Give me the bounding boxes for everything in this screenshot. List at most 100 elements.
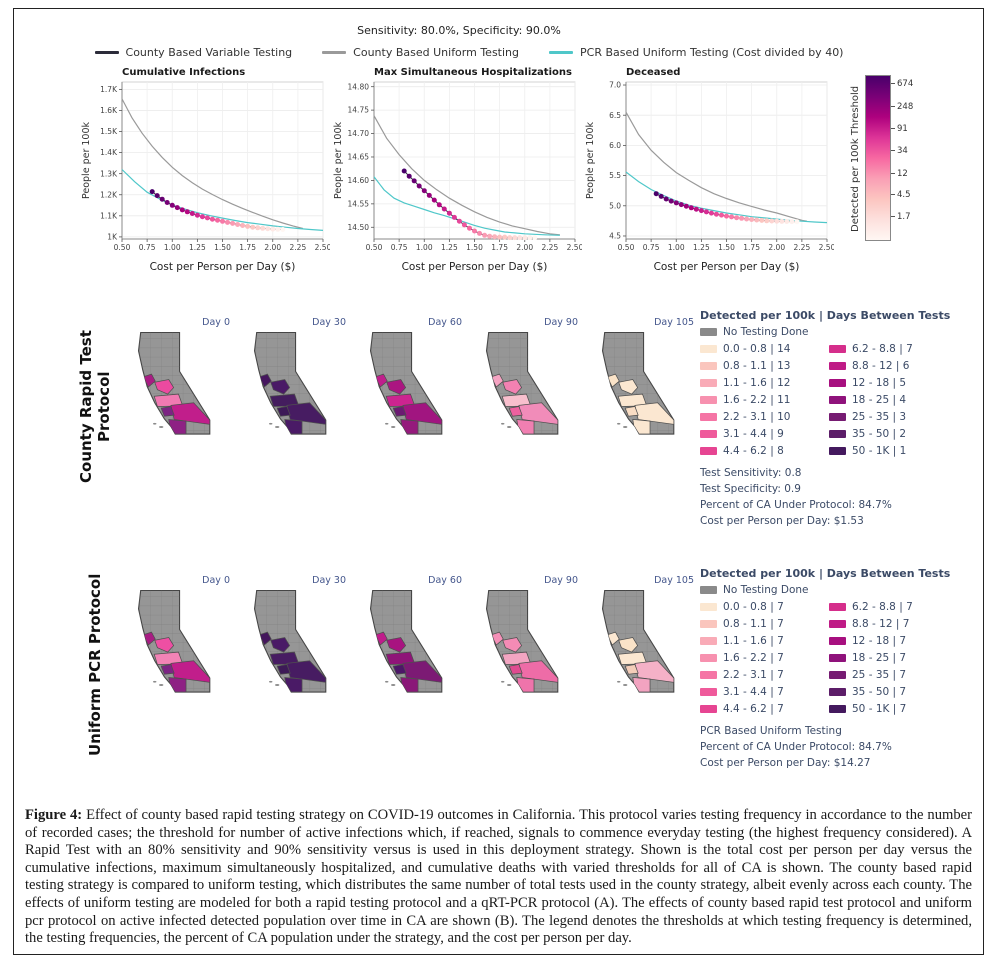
svg-text:2.50: 2.50 [567, 243, 582, 252]
svg-text:1.50: 1.50 [718, 243, 735, 252]
svg-text:5.0: 5.0 [609, 201, 621, 210]
map-day-label: Day 60 [428, 317, 462, 328]
svg-text:1.25: 1.25 [441, 243, 458, 252]
legend-color-swatch [700, 705, 717, 713]
legend-range-label: 12 - 18 | 5 [852, 377, 907, 389]
legend-color-swatch [829, 603, 846, 611]
map-day-label: Day 60 [428, 575, 462, 586]
legend-item: 2.2 - 3.1 | 10 [700, 411, 825, 423]
legend-color-swatch [829, 637, 846, 645]
legend-color-swatch [829, 447, 846, 455]
legend-range-label: 0.8 - 1.1 | 7 [723, 618, 784, 630]
california-county-map [369, 589, 443, 693]
legend-item: 6.2 - 8.8 | 7 [829, 343, 954, 355]
legend-color-swatch [829, 396, 846, 404]
svg-text:14.75: 14.75 [348, 106, 370, 115]
legend-footer-line: Cost per Person per Day: $14.27 [700, 757, 871, 770]
colorbar-body: 674 248 91 34 12 4.5 1.7 [865, 71, 935, 247]
svg-text:1.75: 1.75 [239, 243, 256, 252]
map-legend-pcr: Detected per 100k | Days Between Tests N… [700, 559, 956, 793]
legend-range-label: 2.2 - 3.1 | 7 [723, 669, 784, 681]
colorbar-gradient [865, 75, 891, 241]
legend-range-label: 1.6 - 2.2 | 11 [723, 394, 791, 406]
svg-text:1.00: 1.00 [164, 243, 181, 252]
svg-text:1.4K: 1.4K [100, 148, 118, 157]
legend-item: 0.0 - 0.8 | 14 [700, 343, 825, 355]
legend-item: 0.8 - 1.1 | 13 [700, 360, 825, 372]
map-legend-footer: PCR Based Uniform Testing Percent of CA U… [700, 723, 956, 772]
map-slots: Day 0 Day 30 Day 60 Day 90 Day 105 [118, 559, 698, 793]
california-county-map [253, 589, 327, 693]
svg-text:2.00: 2.00 [516, 243, 533, 252]
legend-color-swatch [829, 654, 846, 662]
svg-text:14.65: 14.65 [348, 153, 370, 162]
svg-text:2.50: 2.50 [315, 243, 330, 252]
legend-range-label: 50 - 1K | 1 [852, 445, 907, 457]
legend-color-swatch [829, 362, 846, 370]
map-cell-day-90: Day 90 [466, 559, 582, 793]
legend-range-label: No Testing Done [723, 584, 809, 596]
legend-item: 8.8 - 12 | 6 [829, 360, 954, 372]
row-label-county-rapid: County Rapid Test Protocol [77, 330, 113, 484]
map-cell-day-0: Day 0 [118, 559, 234, 793]
legend-color-swatch [829, 688, 846, 696]
map-cell-day-60: Day 60 [350, 301, 466, 535]
legend-item: County Based Uniform Testing [322, 46, 519, 59]
legend-item: 25 - 35 | 7 [829, 669, 954, 681]
colorbar-label: Detected per 100k Threshold [850, 85, 861, 233]
svg-text:14.60: 14.60 [348, 176, 370, 185]
legend-item: 1.6 - 2.2 | 11 [700, 394, 825, 406]
map-row-county-rapid-test: County Rapid Test Protocol Day 0 Day 30 … [14, 301, 983, 535]
legend-color-swatch [700, 379, 717, 387]
svg-text:7.0: 7.0 [609, 81, 621, 90]
legend-item-no-testing: No Testing Done [700, 584, 956, 596]
california-county-map [601, 589, 675, 693]
california-county-map [137, 589, 211, 693]
colorbar-tick: 1.7 [891, 212, 911, 222]
legend-range-label: 3.1 - 4.4 | 9 [723, 428, 784, 440]
legend-range-label: 18 - 25 | 4 [852, 394, 907, 406]
map-day-label: Day 0 [202, 317, 230, 328]
legend-footer-line: Cost per Person per Day: $1.53 [700, 515, 864, 528]
legend-item: 35 - 50 | 2 [829, 428, 954, 440]
svg-text:1.75: 1.75 [743, 243, 760, 252]
caption-label: Figure 4: [25, 807, 83, 823]
map-row-uniform-pcr: Uniform PCR Protocol Day 0 Day 30 Day 60… [14, 559, 983, 793]
panel-a: Sensitivity: 80.0%, Specificity: 90.0% C… [14, 9, 983, 277]
colorbar-tick: 674 [891, 79, 913, 89]
legend-item: 12 - 18 | 7 [829, 635, 954, 647]
legend-item: 6.2 - 8.8 | 7 [829, 601, 954, 613]
svg-text:0.50: 0.50 [114, 243, 131, 252]
map-cell-day-30: Day 30 [234, 559, 350, 793]
legend-color-swatch [829, 430, 846, 438]
legend-color-swatch [700, 447, 717, 455]
svg-text:14.50: 14.50 [348, 223, 370, 232]
chart-legend: County Based Variable Testing County Bas… [14, 46, 924, 59]
svg-text:1.6K: 1.6K [100, 106, 118, 115]
legend-item: 8.8 - 12 | 7 [829, 618, 954, 630]
legend-range-label: 18 - 25 | 7 [852, 652, 907, 664]
charts-row: 1K 1.1K 1.2K 1.3K 1.4K 1.5K 1.6K 1.7K 0.50 0.75 1.… [78, 63, 983, 277]
legend-range-label: 2.2 - 3.1 | 10 [723, 411, 791, 423]
map-day-label: Day 105 [654, 317, 694, 328]
legend-color-swatch [700, 654, 717, 662]
legend-range-label: 1.1 - 1.6 | 7 [723, 635, 784, 647]
svg-text:14.55: 14.55 [348, 199, 370, 208]
map-legend-rapid: Detected per 100k | Days Between Tests N… [700, 301, 956, 535]
california-county-map [137, 331, 211, 435]
legend-item: 12 - 18 | 5 [829, 377, 954, 389]
legend-range-label: 8.8 - 12 | 7 [852, 618, 910, 630]
legend-range-label: No Testing Done [723, 326, 809, 338]
svg-text:0.50: 0.50 [618, 243, 635, 252]
colorbar-tick: 4.5 [891, 190, 911, 200]
legend-color-swatch [700, 430, 717, 438]
legend-item: 2.2 - 3.1 | 7 [700, 669, 825, 681]
legend-item: 18 - 25 | 7 [829, 652, 954, 664]
legend-item: 1.6 - 2.2 | 7 [700, 652, 825, 664]
california-county-map [253, 331, 327, 435]
legend-color-swatch [829, 671, 846, 679]
svg-text:2.25: 2.25 [290, 243, 307, 252]
map-legend-title: Detected per 100k | Days Between Tests [700, 567, 951, 580]
legend-color-swatch [829, 345, 846, 353]
legend-range-label: 25 - 35 | 7 [852, 669, 907, 681]
